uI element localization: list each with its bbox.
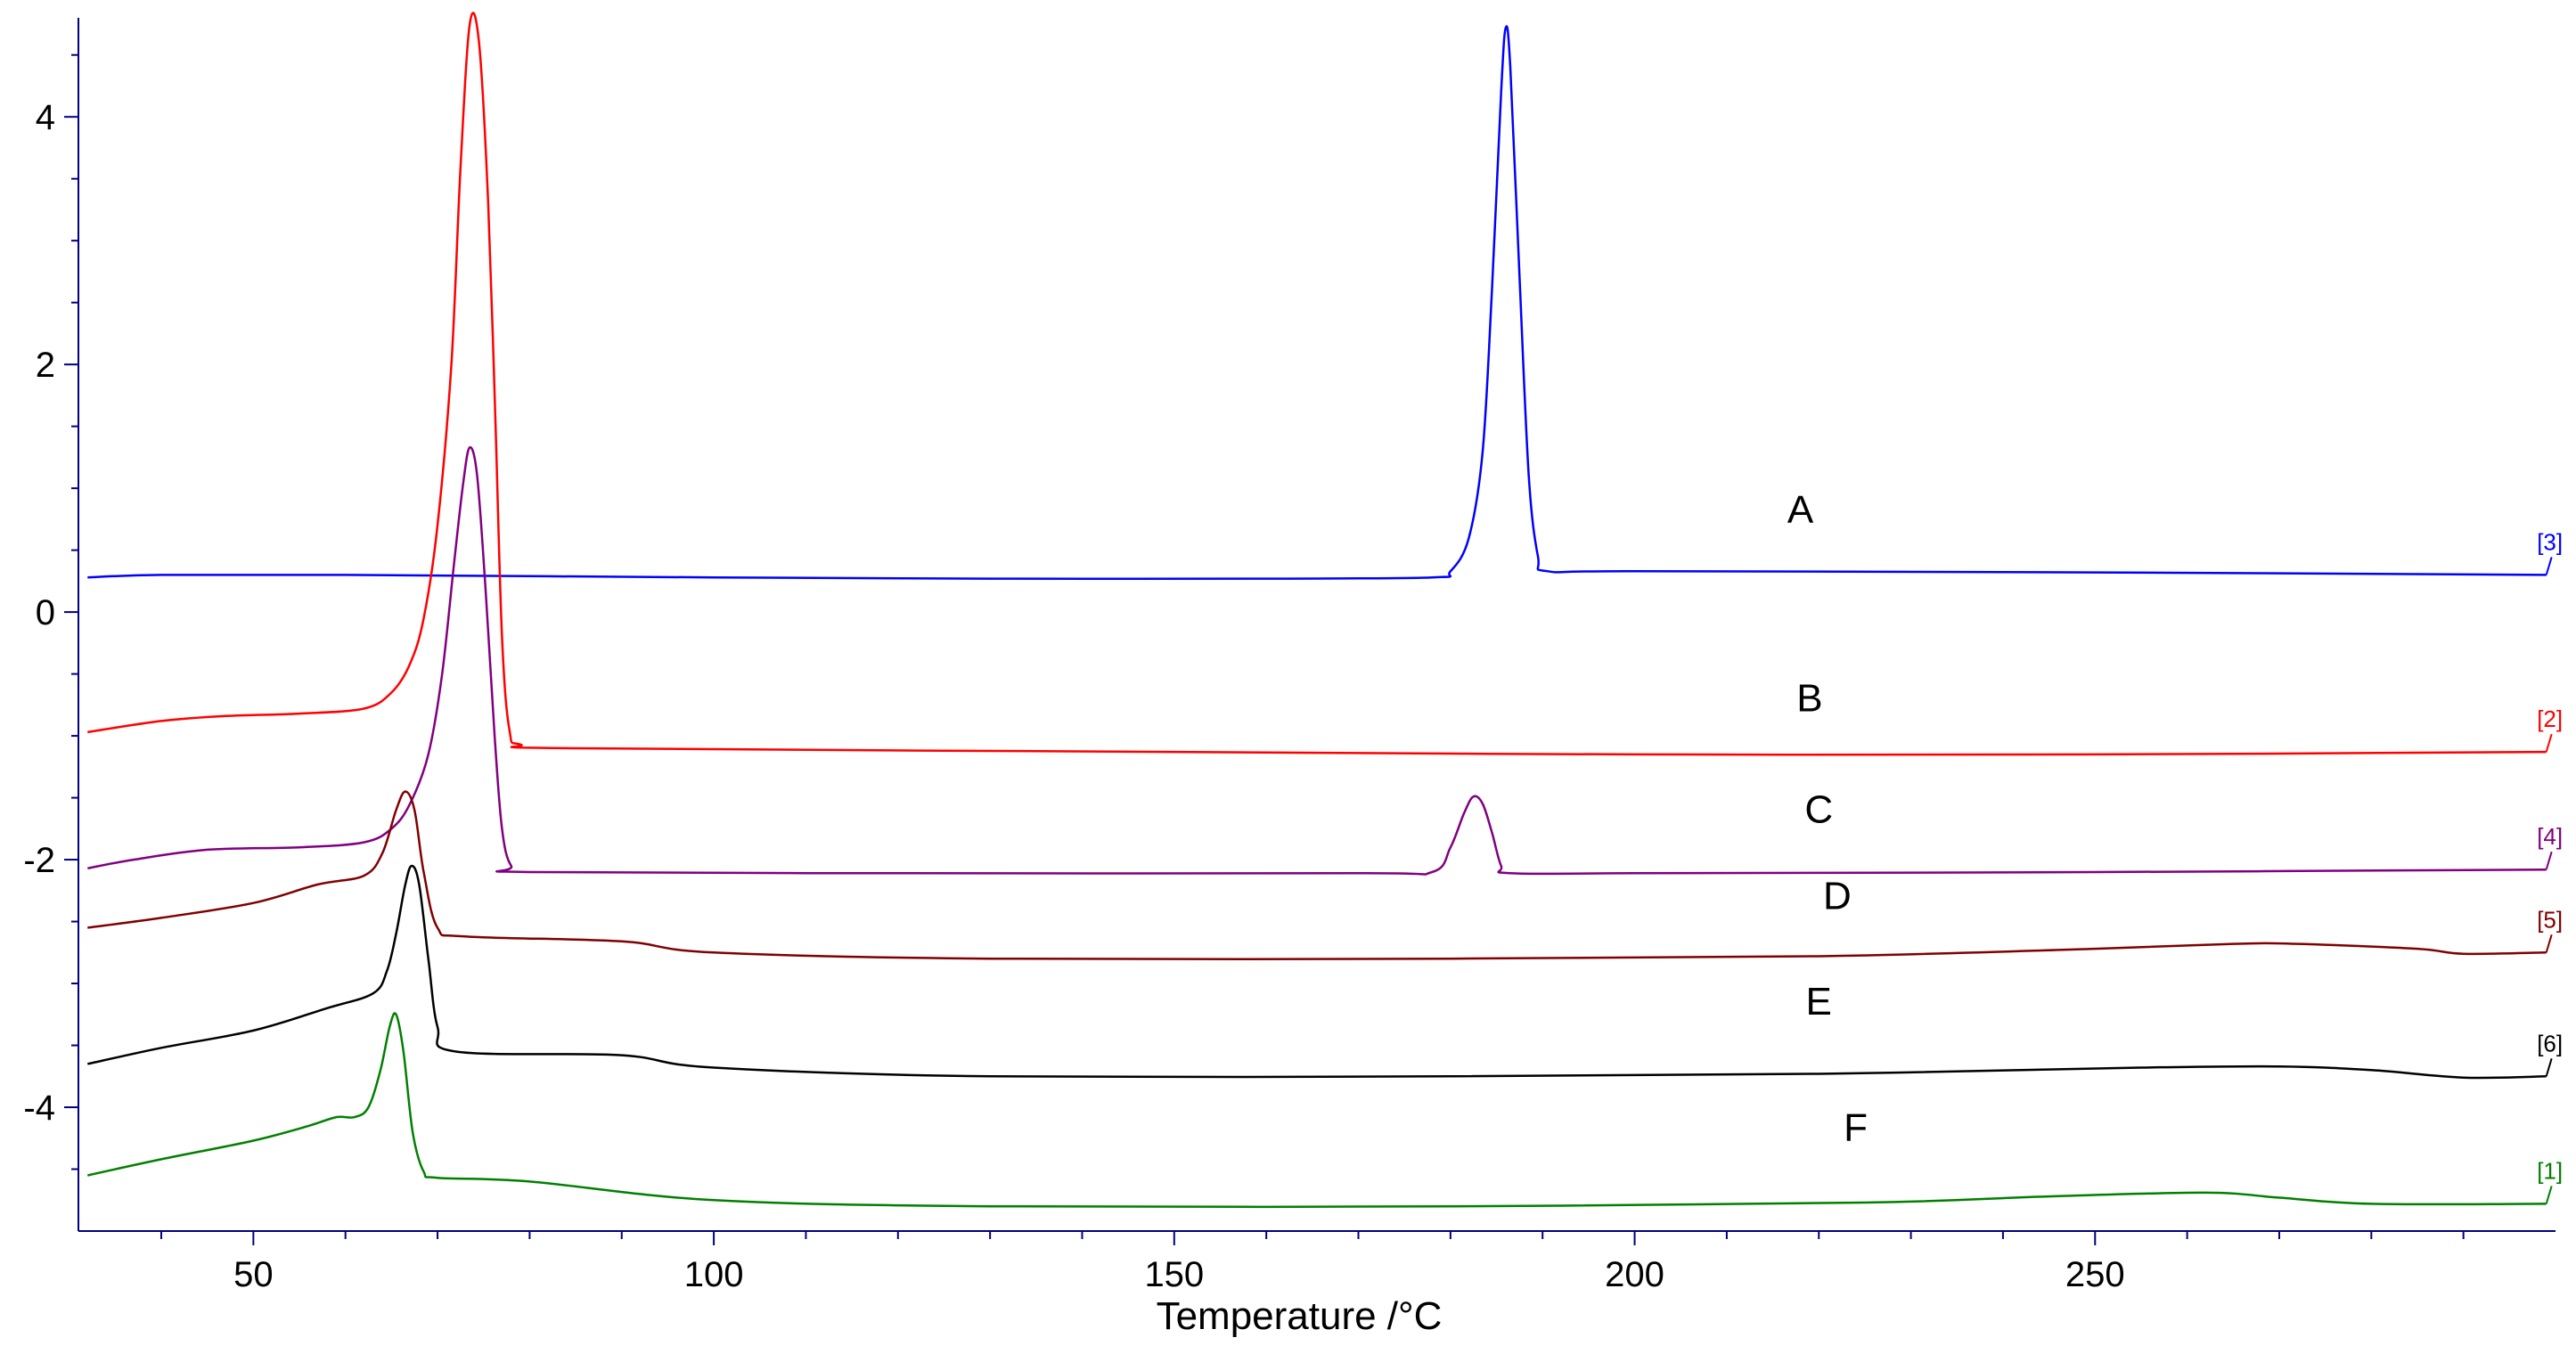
series-f: [1] F bbox=[87, 1012, 2563, 1209]
axes bbox=[78, 18, 2556, 1232]
series-c: [4] C bbox=[87, 446, 2563, 876]
series-b: [2] B bbox=[87, 12, 2563, 756]
series-tag: [2] bbox=[2537, 705, 2563, 732]
series-d: [5] D bbox=[87, 790, 2563, 961]
series-e: [6] E bbox=[87, 864, 2563, 1080]
series-end-marker bbox=[2545, 557, 2553, 575]
y-axis-ticks: -4 -2 0 2 4 bbox=[23, 53, 78, 1170]
plot-area: [3] A [2] B [4] C [5] D [6] E [1] F bbox=[87, 12, 2563, 1209]
series-end-marker bbox=[2545, 1057, 2553, 1077]
y-tick-label: 0 bbox=[36, 593, 55, 632]
series-tag: [4] bbox=[2537, 823, 2563, 850]
x-tick-label: 250 bbox=[2065, 1255, 2125, 1294]
y-tick-label: -2 bbox=[23, 841, 55, 880]
series-letter: C bbox=[1804, 787, 1833, 831]
series-tag: [1] bbox=[2537, 1157, 2563, 1184]
x-tick-label: 50 bbox=[233, 1255, 274, 1294]
series-line bbox=[87, 790, 2547, 961]
series-line bbox=[87, 1012, 2547, 1209]
series-line bbox=[87, 446, 2547, 876]
series-letter: B bbox=[1796, 676, 1822, 720]
series-line bbox=[87, 25, 2547, 580]
series-tag: [5] bbox=[2537, 906, 2563, 933]
series-letter: F bbox=[1844, 1106, 1868, 1150]
x-tick-label: 150 bbox=[1144, 1255, 1204, 1294]
x-tick-label: 200 bbox=[1605, 1255, 1664, 1294]
series-a: [3] A bbox=[87, 25, 2563, 580]
y-tick-label: 4 bbox=[36, 98, 55, 137]
series-letter: A bbox=[1787, 488, 1814, 532]
y-tick-label: 2 bbox=[36, 346, 55, 385]
series-line bbox=[87, 864, 2547, 1080]
series-end-marker bbox=[2545, 1186, 2553, 1204]
y-tick-label: -4 bbox=[23, 1089, 55, 1128]
x-axis-title: Temperature /°C bbox=[1157, 1294, 1443, 1338]
series-letter: E bbox=[1806, 980, 1832, 1024]
series-letter: D bbox=[1823, 875, 1852, 918]
x-tick-label: 100 bbox=[684, 1255, 744, 1294]
series-line bbox=[87, 12, 2547, 756]
series-end-marker bbox=[2545, 733, 2553, 753]
series-end-marker bbox=[2545, 851, 2553, 870]
x-axis-ticks: 50 100 150 200 250 bbox=[160, 1231, 2465, 1294]
series-tag: [3] bbox=[2537, 528, 2563, 555]
series-tag: [6] bbox=[2537, 1030, 2563, 1056]
series-end-marker bbox=[2545, 934, 2553, 953]
